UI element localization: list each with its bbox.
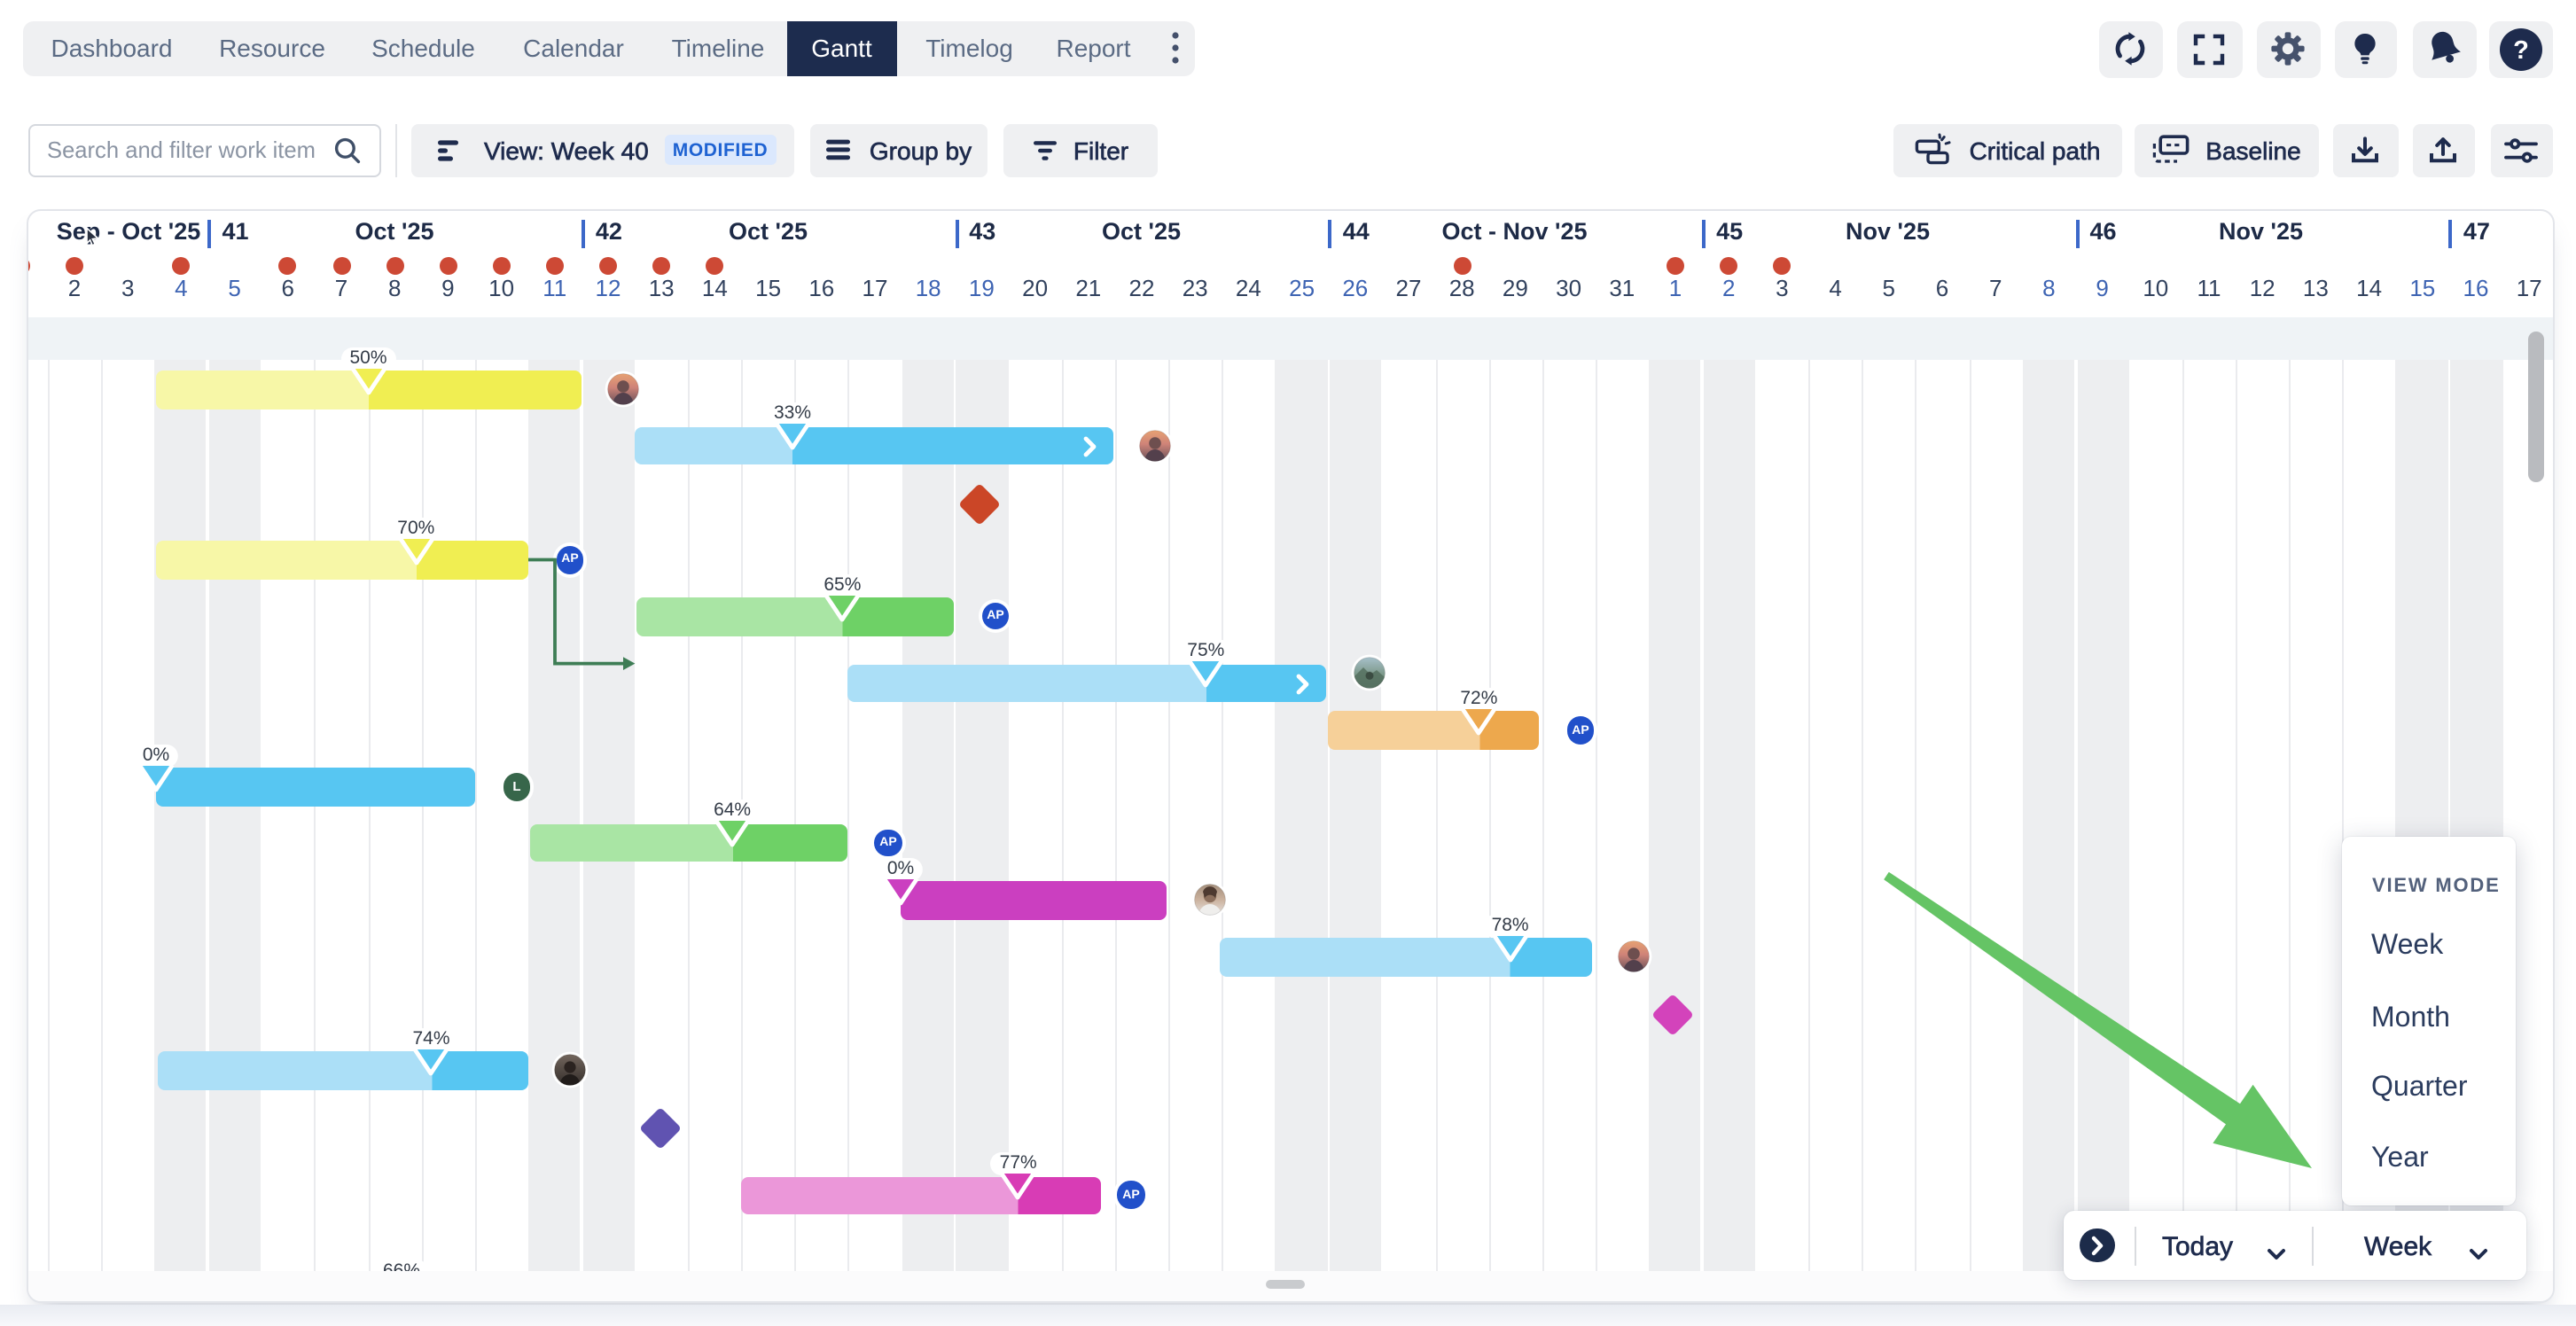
svg-text:?: ? <box>2513 35 2529 64</box>
